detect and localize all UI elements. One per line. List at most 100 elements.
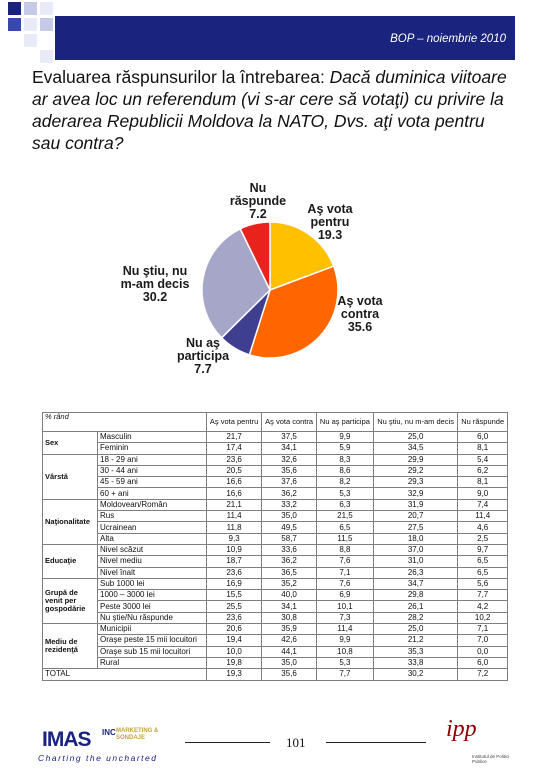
table-cell: 21,2: [372, 634, 459, 647]
table-row: 60 + ani 16,6 36,2 5,3 32,9 9,0: [43, 487, 508, 500]
table-cell: 37,6: [261, 476, 317, 489]
table-cell: 21,1: [205, 498, 263, 512]
table-cell: 32,9: [372, 487, 459, 500]
table-row: Vârstă 18 - 29 ani 23,6 32,6 8,3 29,9 5,4: [42, 453, 508, 500]
logo-marketing-text: MARKETING & SONDAJE: [116, 728, 159, 741]
table-row: 45 - 59 ani 16,6 37,6 8,2 29,3 8,1: [43, 476, 508, 489]
table-group-label: Naţionalitate: [42, 498, 98, 545]
table-cell: 44,1: [261, 645, 317, 658]
table-cell: 11,5: [315, 532, 374, 545]
table-cell: 10,0: [205, 645, 263, 658]
table-row: Grupă de venit per gospodărie Sub 1000 le…: [42, 577, 508, 625]
table-cell: 5,9: [315, 442, 374, 455]
table-row: Peste 3000 lei 25,5 34,1 10,1 26,1 4,2: [43, 600, 508, 613]
table-cell: 35,0: [261, 656, 317, 670]
table-cell: 20,6: [205, 623, 263, 636]
table-cell: 35,0: [261, 510, 317, 523]
table-cell: 6,5: [457, 566, 508, 579]
table-cell: 20,7: [372, 510, 459, 523]
footer-line-left: [185, 742, 270, 743]
table-cell: 8,1: [457, 476, 508, 489]
table-cell: 5,3: [315, 656, 374, 670]
table-row-label: 45 - 59 ani: [97, 476, 207, 489]
footer-line-right: [326, 742, 426, 743]
table-cell: 26,1: [372, 600, 459, 613]
crosstab-table: % rând Aş vota pentru Aş vota contra Nu aş …: [42, 412, 508, 681]
table-cell: 10,1: [315, 600, 374, 613]
table-cell: 35,2: [261, 577, 317, 591]
table-cell: 11,4: [315, 623, 374, 636]
table-cell: 7,2: [457, 668, 508, 681]
table-cell: 7,6: [315, 577, 374, 591]
question-text: Evaluarea răspunsurilor la întrebarea: D…: [32, 66, 512, 154]
table-cell: 29,8: [372, 589, 459, 602]
table-row: Naţionalitate Moldovean/Român 21,1 33,2 6,3 3…: [42, 498, 508, 545]
decor-square: [8, 18, 21, 31]
table-cell: 10,2: [457, 611, 508, 625]
table-header-cell: Nu aş participa: [315, 412, 374, 432]
table-row-label: Rus: [97, 510, 207, 523]
header-title: BOP – noiembrie 2010: [390, 33, 506, 45]
table-row-label: Alta: [97, 532, 207, 545]
table-row-label: 18 - 29 ani: [97, 453, 207, 466]
pie-slice: [248, 265, 339, 359]
table-cell: 17,4: [205, 442, 263, 455]
pie-slice-label: Nu aş participa 7.7: [177, 336, 230, 376]
logo-inc-text: INC: [102, 728, 116, 737]
table-cell: 23,6: [205, 453, 263, 466]
table-cell: 35,3: [372, 645, 459, 658]
table-cell: 18,7: [205, 555, 263, 568]
header-bar: [55, 16, 515, 60]
table-group-label: Grupă de venit per gospodărie: [42, 577, 98, 625]
table-cell: 36,5: [261, 566, 317, 579]
pie-slice-label: Nu răspunde 7.2: [230, 181, 286, 221]
table-cell: 21,5: [315, 510, 374, 523]
table-cell: 34,1: [261, 442, 317, 455]
table-cell: 10,8: [315, 645, 374, 658]
table-cell: 16,9: [205, 577, 263, 591]
table-cell: 6,9: [315, 589, 374, 602]
table-cell: 32,6: [261, 453, 317, 466]
table-header-cell: Aş vota contra: [261, 412, 317, 432]
table-row-label: Nivel scăzut: [97, 543, 207, 557]
table-cell: 18,0: [372, 532, 459, 545]
table-row-label: Oraşe sub 15 mii locuitori: [97, 645, 207, 658]
table-cell: 5,4: [457, 453, 508, 466]
table-cell: 34,7: [372, 577, 459, 591]
table-row-label: 60 + ani: [97, 487, 207, 500]
table-cell: 28,2: [372, 611, 459, 625]
decor-square: [40, 50, 53, 63]
table-cell: 25,5: [205, 600, 263, 613]
table-cell: 7,6: [315, 555, 374, 568]
table-cell: 8,3: [315, 453, 374, 466]
table-cell: 7,7: [457, 589, 508, 602]
table-group-label: Sex: [42, 431, 98, 455]
table-cell: 9,9: [315, 634, 374, 647]
table-group-label: Vârstă: [42, 453, 98, 500]
question-lead: Evaluarea răspunsurilor la întrebarea:: [32, 67, 330, 87]
table-row-label: Sub 1000 lei: [97, 577, 207, 591]
table-cell: 34,5: [372, 442, 459, 455]
table-row-label: Nivel înalt: [97, 566, 207, 579]
table-cell: 7,7: [315, 668, 374, 681]
table-row: Nu ştie/Nu răspunde 23,6 30,8 7,3 28,2 10,2: [43, 611, 508, 625]
page-number: 101: [286, 735, 306, 750]
table-cell: 19,3: [205, 668, 263, 681]
table-cell: 16,6: [205, 476, 263, 489]
table-row: Rus 11,4 35,0 21,5 20,7 11,4: [43, 510, 508, 523]
table-row-label: Feminin: [97, 442, 207, 455]
table-total-label: TOTAL: [42, 668, 207, 681]
table-cell: 37,0: [372, 543, 459, 557]
table-cell: 7,3: [315, 611, 374, 625]
table-cell: 2,5: [457, 532, 508, 545]
table-row: Nivel înalt 23,6 36,5 7,1 26,3 6,5: [43, 566, 508, 579]
table-cell: 10,9: [205, 543, 263, 557]
pie-slice-label: Nu ştiu, nu m-am decis 30.2: [121, 264, 190, 304]
table-cell: 15,5: [205, 589, 263, 602]
table-row: Mediu de rezidenţă Municipii 20,6 35,9 11,4 2…: [42, 623, 508, 670]
table-row: Oraşe peste 15 mii locuitori 19,4 42,6 9,9 2…: [43, 634, 508, 647]
table-cell: 26,3: [372, 566, 459, 579]
table-row-label: Oraşe peste 15 mii locuitori: [97, 634, 207, 647]
table-row-label: 30 - 44 ani: [97, 464, 207, 478]
table-cell: 58,7: [261, 532, 317, 545]
